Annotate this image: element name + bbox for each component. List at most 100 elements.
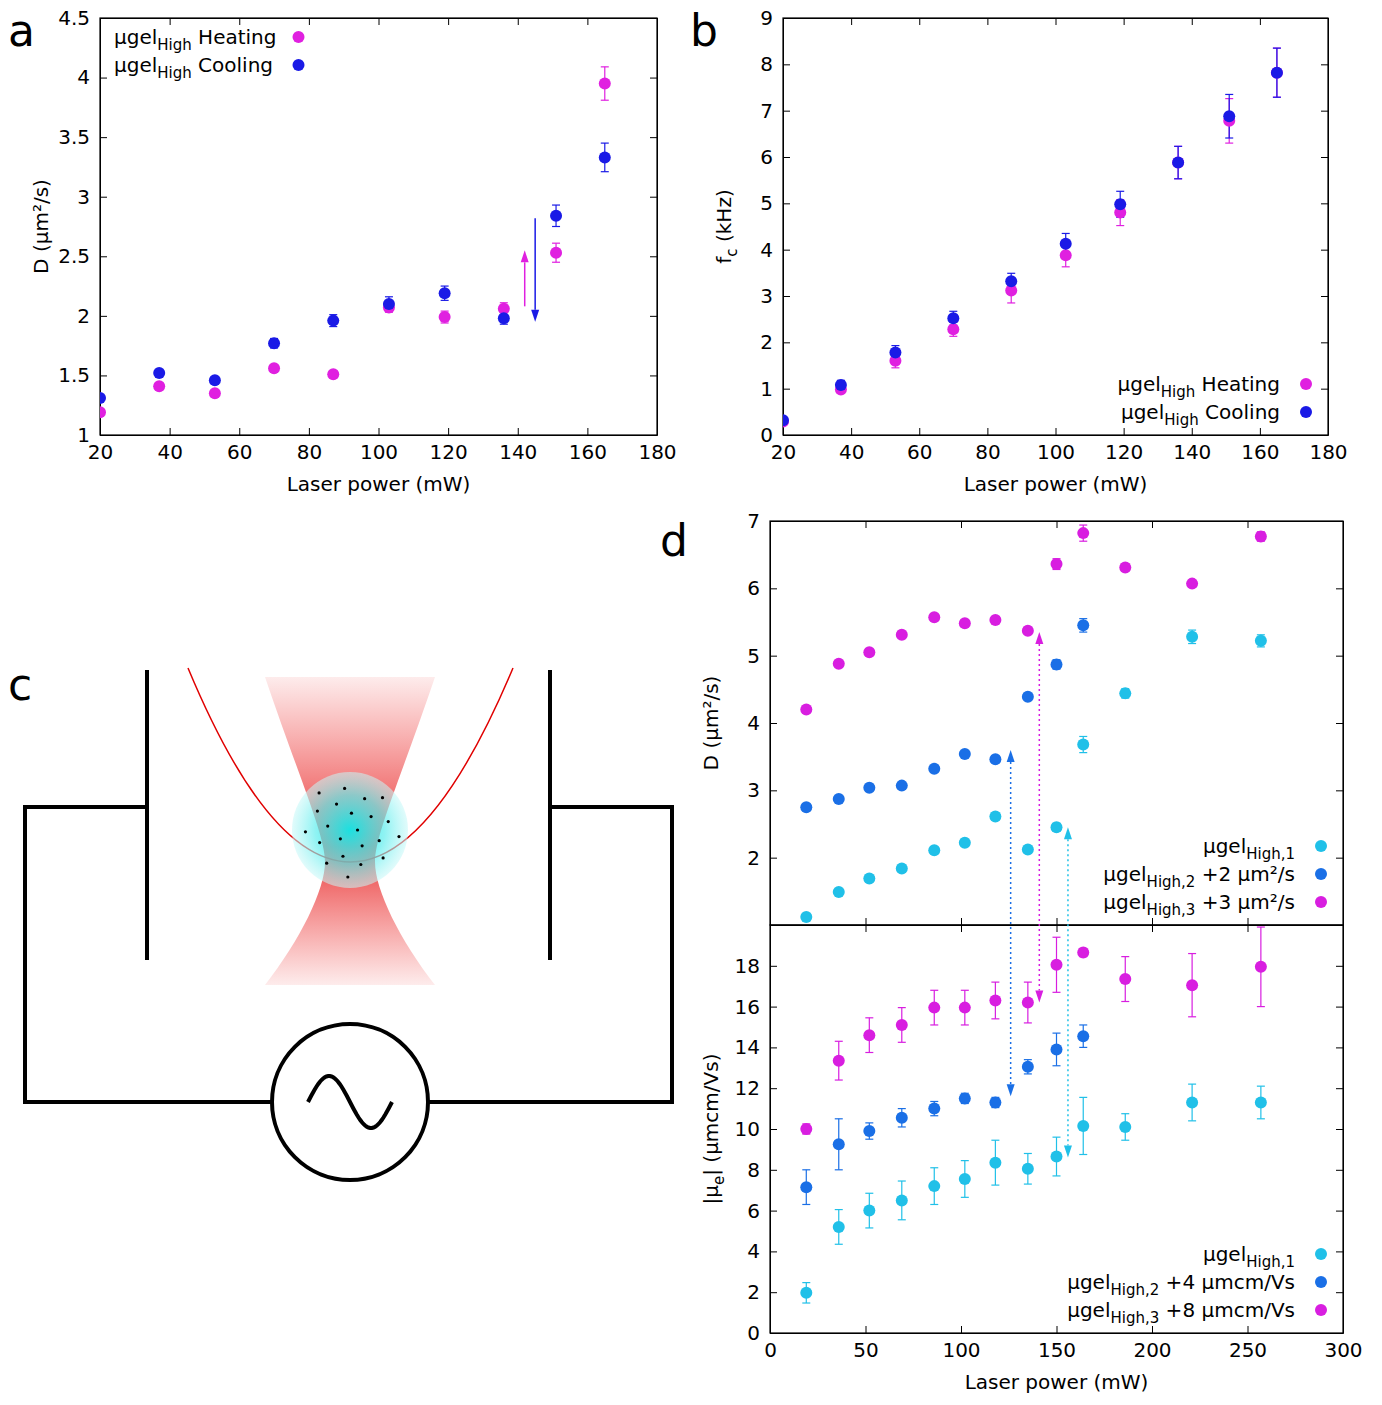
tick-mark <box>1321 157 1328 158</box>
tick <box>919 18 920 25</box>
tick: 100 <box>360 428 398 464</box>
plot: 050100150200250300024681012141618μgelHig… <box>699 925 1363 1394</box>
tick-mark <box>587 18 588 25</box>
error-cap <box>1121 1001 1129 1002</box>
tick <box>1321 18 1328 19</box>
error-cap <box>898 1007 906 1008</box>
error-cap <box>1053 1137 1061 1138</box>
point <box>327 368 339 380</box>
arrow-line <box>524 262 526 306</box>
error-cap <box>961 1197 969 1198</box>
error-cap <box>552 204 560 205</box>
charge-dot <box>317 791 320 794</box>
tick <box>650 137 657 138</box>
tick-label: 6 <box>760 145 773 169</box>
point <box>959 1002 971 1014</box>
tick-label: 4 <box>747 1239 760 1263</box>
tick-mark <box>650 18 657 19</box>
point <box>1077 1030 1089 1042</box>
tick <box>650 256 657 257</box>
error-cap <box>802 1302 810 1303</box>
tick-mark <box>1248 925 1249 932</box>
legend-marker <box>293 59 305 71</box>
arrow-head <box>1007 1084 1015 1096</box>
error-cap <box>835 1244 843 1245</box>
tick: 160 <box>569 428 607 464</box>
error-cap <box>991 1018 999 1019</box>
tick-mark <box>100 435 107 436</box>
tick-mark <box>1321 250 1328 251</box>
tick-mark <box>448 428 449 435</box>
error-cap <box>1174 146 1182 147</box>
tick <box>961 925 962 932</box>
tick <box>1248 918 1249 925</box>
point <box>153 367 165 379</box>
tick-mark <box>770 588 777 589</box>
point <box>863 1029 875 1041</box>
data-area <box>800 927 1267 1303</box>
charge-dot <box>382 856 385 859</box>
tick <box>1321 64 1328 65</box>
arrows <box>1007 632 1072 1157</box>
charge-dot <box>326 824 329 827</box>
error-cap <box>930 1101 938 1102</box>
tick-label: 2 <box>747 846 760 870</box>
tick-mark <box>1336 588 1343 589</box>
tick-mark <box>100 197 107 198</box>
tick-label: 60 <box>907 440 932 464</box>
tick-mark <box>770 521 777 522</box>
tick: 0 <box>747 1321 777 1345</box>
tick <box>1321 296 1328 297</box>
error-cap <box>865 1139 873 1140</box>
tick-mark <box>1124 18 1125 25</box>
tick <box>1152 918 1153 925</box>
point <box>959 1173 971 1185</box>
error-cap <box>961 990 969 991</box>
point <box>1077 1120 1089 1132</box>
error-cap <box>1079 541 1087 542</box>
error-cap <box>1225 94 1233 95</box>
legend: μgelHigh,1μgelHigh,2 +4 μmcm/VsμgelHigh,… <box>1067 1242 1327 1327</box>
point <box>439 287 451 299</box>
error-cap <box>1225 143 1233 144</box>
error-cap <box>1116 191 1124 192</box>
legend-label: μgelHigh,2 +4 μmcm/Vs <box>1067 1270 1295 1299</box>
tick-mark <box>1336 1333 1343 1334</box>
text-part: Heating <box>1195 372 1280 396</box>
tick-label: 14 <box>735 1035 760 1059</box>
axis-line <box>101 435 658 436</box>
subscript: High <box>1161 383 1195 401</box>
plot-frame <box>783 18 1328 435</box>
error-cap <box>930 990 938 991</box>
x-axis-mirror <box>771 925 1344 932</box>
tick-mark <box>783 296 790 297</box>
tick-mark <box>961 925 962 932</box>
tick: 1.5 <box>58 363 107 387</box>
tick-mark <box>1336 1170 1343 1171</box>
point <box>1186 1096 1198 1108</box>
tick <box>1336 588 1343 589</box>
tick <box>1336 1088 1343 1089</box>
tick-label: 7 <box>760 99 773 123</box>
point <box>833 793 845 805</box>
charge-dot <box>346 875 349 878</box>
text-part: μgel <box>1203 834 1246 858</box>
x-axis-title: Laser power (mW) <box>965 1370 1149 1394</box>
error-cap <box>1024 1073 1032 1074</box>
y-axis-title: D (μm²/s) <box>699 676 723 771</box>
tick-mark <box>1336 966 1343 967</box>
tick <box>1336 1251 1343 1252</box>
tick <box>1321 157 1328 158</box>
tick-mark <box>851 428 852 435</box>
text-part: μgel <box>1121 400 1164 424</box>
tick <box>1152 925 1153 932</box>
tick-label: 3 <box>77 185 90 209</box>
tick <box>1336 1333 1343 1334</box>
legend-label: μgelHigh Cooling <box>114 53 273 82</box>
point <box>896 1019 908 1031</box>
x-axis-title: Laser power (mW) <box>964 472 1148 496</box>
point <box>1119 561 1131 573</box>
error-cap <box>1079 524 1087 525</box>
tick-mark <box>783 250 790 251</box>
plot: 2040608010012014016018011.522.533.544.5μ… <box>29 6 677 496</box>
